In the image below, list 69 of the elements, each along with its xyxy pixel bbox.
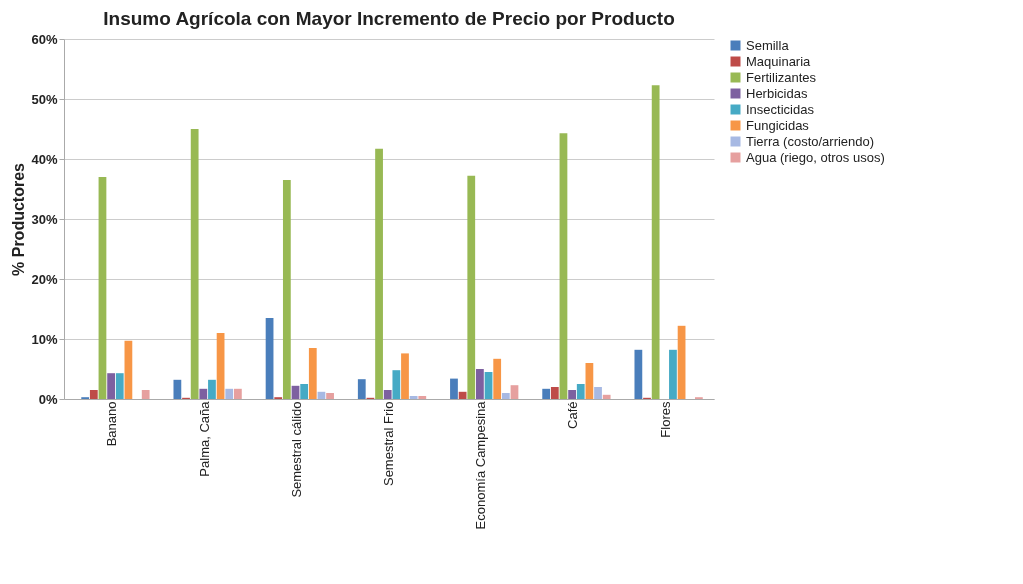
bar: [233, 388, 242, 399]
x-tick-label: Semestral cálido: [288, 401, 304, 498]
bar: [216, 333, 225, 399]
bar: [669, 349, 677, 399]
x-tick-label: Banano: [104, 401, 120, 447]
bar: [282, 180, 291, 399]
bar: [124, 340, 133, 399]
bar: [594, 387, 602, 399]
bar: [585, 363, 594, 399]
y-tick-label: 40%: [31, 151, 58, 167]
y-tick-label: 0%: [38, 391, 58, 407]
x-tick-label: Flores: [657, 401, 673, 438]
bar: [501, 393, 510, 399]
y-tick-label: 10%: [31, 331, 58, 347]
y-tick-label: 20%: [31, 271, 58, 287]
y-tick-label: 30%: [31, 211, 58, 227]
legend-label: Semilla: [746, 37, 790, 53]
bar: [199, 388, 208, 399]
bar: [576, 384, 585, 399]
bar: [98, 177, 107, 399]
bar: [208, 379, 216, 399]
bar: [107, 373, 115, 399]
legend-label: Insecticidas: [746, 101, 815, 117]
legend-label: Tierra (costo/arriendo): [746, 133, 875, 149]
bar: [401, 353, 409, 399]
bar: [542, 388, 551, 399]
bar: [467, 175, 476, 399]
bar: [484, 372, 493, 399]
bar: [550, 387, 559, 399]
bar: [602, 394, 611, 399]
bar: [476, 369, 484, 399]
bar: [392, 370, 401, 399]
bar: [418, 396, 427, 399]
bar: [383, 390, 392, 399]
bar: [265, 318, 274, 399]
legend-label: Fertilizantes: [746, 69, 817, 85]
bar: [225, 388, 234, 399]
bar: [357, 379, 366, 399]
x-tick-label: Semestral Frio: [381, 401, 396, 487]
chart-title: Insumo Agrícola con Mayor Incremento de Precio por Producto: [103, 8, 675, 29]
x-tick-label: Economía Campesina: [473, 400, 489, 530]
legend-label: Maquinaria: [746, 53, 812, 69]
y-tick-label: 60%: [31, 31, 58, 47]
bar: [115, 373, 124, 399]
bar: [450, 378, 458, 399]
y-axis-title: % Productores: [10, 162, 28, 276]
bar: [308, 348, 317, 399]
y-tick-label: 50%: [31, 91, 58, 107]
bar: [458, 391, 467, 399]
bar: [141, 390, 150, 399]
bar: [651, 85, 660, 399]
x-tick-label: Palma, Caña: [196, 400, 212, 477]
x-tick-label: Café: [565, 401, 581, 429]
bar: [326, 393, 334, 399]
bar: [375, 148, 383, 399]
bar: [634, 349, 643, 399]
bar: [89, 390, 98, 399]
legend-label: Fungicidas: [746, 117, 810, 133]
bar: [300, 384, 309, 399]
legend-label: Herbicidas: [746, 85, 808, 101]
bar: [190, 129, 199, 399]
bar: [493, 358, 502, 399]
bar: [173, 379, 182, 399]
bar: [568, 390, 576, 399]
bar: [677, 325, 686, 399]
bar: [409, 396, 418, 399]
legend-label: Agua (riego, otros usos): [746, 149, 885, 165]
bar: [510, 385, 519, 399]
bar: [559, 133, 568, 399]
